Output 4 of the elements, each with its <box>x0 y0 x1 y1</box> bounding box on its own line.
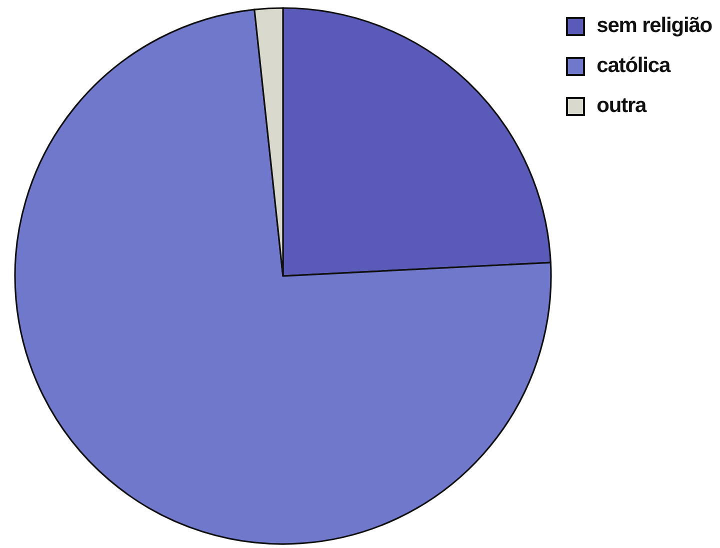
pie-slice <box>14 8 552 544</box>
legend-label: sem religião <box>596 14 712 38</box>
legend-label: outra <box>596 94 646 118</box>
legend-label: católica <box>596 54 670 78</box>
